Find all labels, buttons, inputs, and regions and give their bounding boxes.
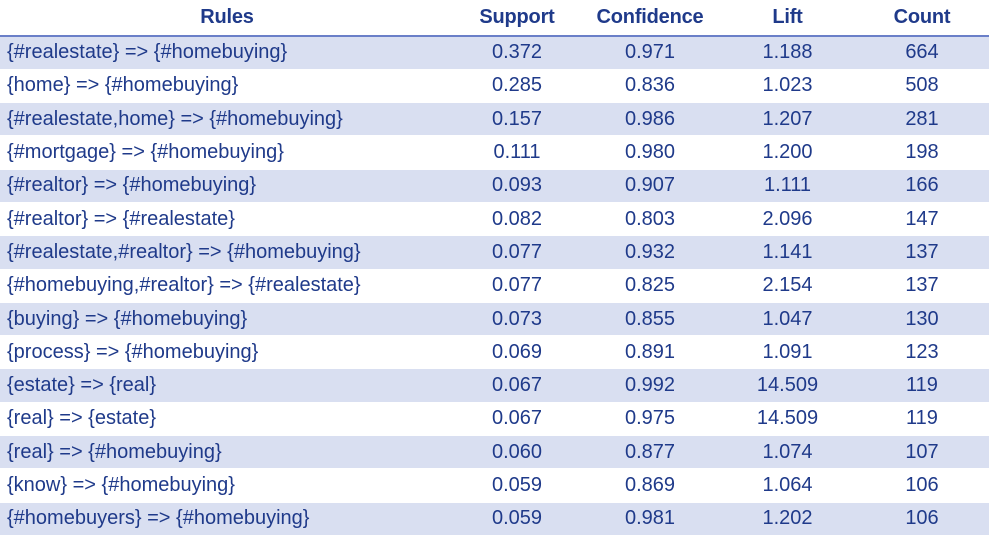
cell-rule: {#realestate,#realtor} => {#homebuying} <box>0 235 454 270</box>
cell-confidence: 0.907 <box>580 169 720 203</box>
cell-support: 0.067 <box>454 402 580 437</box>
cell-rule: {real} => {#homebuying} <box>0 435 454 470</box>
cell-count: 137 <box>855 235 989 270</box>
cell-lift: 1.047 <box>720 302 855 337</box>
cell-rule: {#realestate} => {#homebuying} <box>0 36 454 70</box>
table-row: {estate} => {real} 0.067 0.992 14.509 119 <box>0 368 989 403</box>
table-row: {real} => {estate} 0.067 0.975 14.509 119 <box>0 402 989 437</box>
cell-lift: 14.509 <box>720 402 855 437</box>
cell-rule: {#realtor} => {#realestate} <box>0 202 454 237</box>
table-body: {#realestate} => {#homebuying} 0.372 0.971… <box>0 36 989 536</box>
cell-lift: 1.202 <box>720 502 855 536</box>
cell-rule: {real} => {estate} <box>0 402 454 437</box>
cell-support: 0.372 <box>454 36 580 70</box>
table-row: {#mortgage} => {#homebuying} 0.111 0.980 1.… <box>0 135 989 170</box>
cell-support: 0.111 <box>454 135 580 170</box>
cell-confidence: 0.980 <box>580 135 720 170</box>
header-lift: Lift <box>720 0 855 37</box>
cell-confidence: 0.803 <box>580 202 720 237</box>
cell-count: 198 <box>855 135 989 170</box>
cell-rule: {#realtor} => {#homebuying} <box>0 169 454 203</box>
header-confidence: Confidence <box>580 0 720 37</box>
cell-count: 107 <box>855 435 989 470</box>
cell-confidence: 0.877 <box>580 435 720 470</box>
header-count: Count <box>855 0 989 37</box>
cell-count: 508 <box>855 69 989 104</box>
header-support: Support <box>454 0 580 37</box>
cell-support: 0.077 <box>454 269 580 303</box>
cell-confidence: 0.992 <box>580 368 720 403</box>
header-row: Rules Support Confidence Lift Count <box>0 0 989 37</box>
cell-count: 137 <box>855 269 989 303</box>
table-row: {#homebuyers} => {#homebuying} 0.059 0.981… <box>0 502 989 536</box>
cell-count: 106 <box>855 502 989 536</box>
cell-confidence: 0.932 <box>580 235 720 270</box>
cell-confidence: 0.825 <box>580 269 720 303</box>
cell-confidence: 0.986 <box>580 102 720 137</box>
cell-count: 166 <box>855 169 989 203</box>
cell-count: 119 <box>855 402 989 437</box>
table-header: Rules Support Confidence Lift Count <box>0 0 989 37</box>
cell-rule: {#mortgage} => {#homebuying} <box>0 135 454 170</box>
table-row: {#realestate,#realtor} => {#homebuying} 0… <box>0 235 989 270</box>
cell-rule: {#homebuying,#realtor} => {#realestate} <box>0 269 454 303</box>
table-row: {process} => {#homebuying} 0.069 0.891 1.09… <box>0 335 989 370</box>
cell-confidence: 0.975 <box>580 402 720 437</box>
cell-lift: 1.091 <box>720 335 855 370</box>
table-row: {#realtor} => {#realestate} 0.082 0.803 2.0… <box>0 202 989 237</box>
table-row: {real} => {#homebuying} 0.060 0.877 1.074 10… <box>0 435 989 470</box>
cell-support: 0.067 <box>454 368 580 403</box>
cell-count: 281 <box>855 102 989 137</box>
table-row: {#realestate,home} => {#homebuying} 0.157… <box>0 102 989 137</box>
cell-confidence: 0.836 <box>580 69 720 104</box>
cell-support: 0.069 <box>454 335 580 370</box>
cell-rule: {#realestate,home} => {#homebuying} <box>0 102 454 137</box>
table-row: {#realestate} => {#homebuying} 0.372 0.971… <box>0 36 989 70</box>
cell-rule: {know} => {#homebuying} <box>0 468 454 503</box>
cell-support: 0.093 <box>454 169 580 203</box>
header-rules: Rules <box>0 0 454 37</box>
table-row: {home} => {#homebuying} 0.285 0.836 1.023 50… <box>0 69 989 104</box>
cell-rule: {estate} => {real} <box>0 368 454 403</box>
cell-support: 0.157 <box>454 102 580 137</box>
cell-support: 0.060 <box>454 435 580 470</box>
cell-support: 0.082 <box>454 202 580 237</box>
cell-lift: 2.154 <box>720 269 855 303</box>
cell-count: 119 <box>855 368 989 403</box>
cell-lift: 1.141 <box>720 235 855 270</box>
table-row: {#realtor} => {#homebuying} 0.093 0.907 1.1… <box>0 169 989 203</box>
cell-support: 0.285 <box>454 69 580 104</box>
cell-count: 123 <box>855 335 989 370</box>
cell-confidence: 0.891 <box>580 335 720 370</box>
cell-support: 0.073 <box>454 302 580 337</box>
cell-lift: 2.096 <box>720 202 855 237</box>
cell-count: 130 <box>855 302 989 337</box>
cell-lift: 14.509 <box>720 368 855 403</box>
cell-lift: 1.064 <box>720 468 855 503</box>
cell-support: 0.059 <box>454 502 580 536</box>
cell-count: 664 <box>855 36 989 70</box>
cell-lift: 1.188 <box>720 36 855 70</box>
cell-confidence: 0.981 <box>580 502 720 536</box>
cell-confidence: 0.869 <box>580 468 720 503</box>
cell-confidence: 0.855 <box>580 302 720 337</box>
cell-count: 147 <box>855 202 989 237</box>
cell-count: 106 <box>855 468 989 503</box>
table-row: {know} => {#homebuying} 0.059 0.869 1.064 10… <box>0 468 989 503</box>
table-row: {buying} => {#homebuying} 0.073 0.855 1.047… <box>0 302 989 337</box>
cell-support: 0.059 <box>454 468 580 503</box>
cell-lift: 1.111 <box>720 169 855 203</box>
cell-rule: {process} => {#homebuying} <box>0 335 454 370</box>
cell-lift: 1.207 <box>720 102 855 137</box>
cell-confidence: 0.971 <box>580 36 720 70</box>
cell-support: 0.077 <box>454 235 580 270</box>
cell-lift: 1.200 <box>720 135 855 170</box>
cell-rule: {buying} => {#homebuying} <box>0 302 454 337</box>
cell-rule: {home} => {#homebuying} <box>0 69 454 104</box>
cell-lift: 1.023 <box>720 69 855 104</box>
cell-rule: {#homebuyers} => {#homebuying} <box>0 502 454 536</box>
table-row: {#homebuying,#realtor} => {#realestate} 0… <box>0 269 989 303</box>
cell-lift: 1.074 <box>720 435 855 470</box>
